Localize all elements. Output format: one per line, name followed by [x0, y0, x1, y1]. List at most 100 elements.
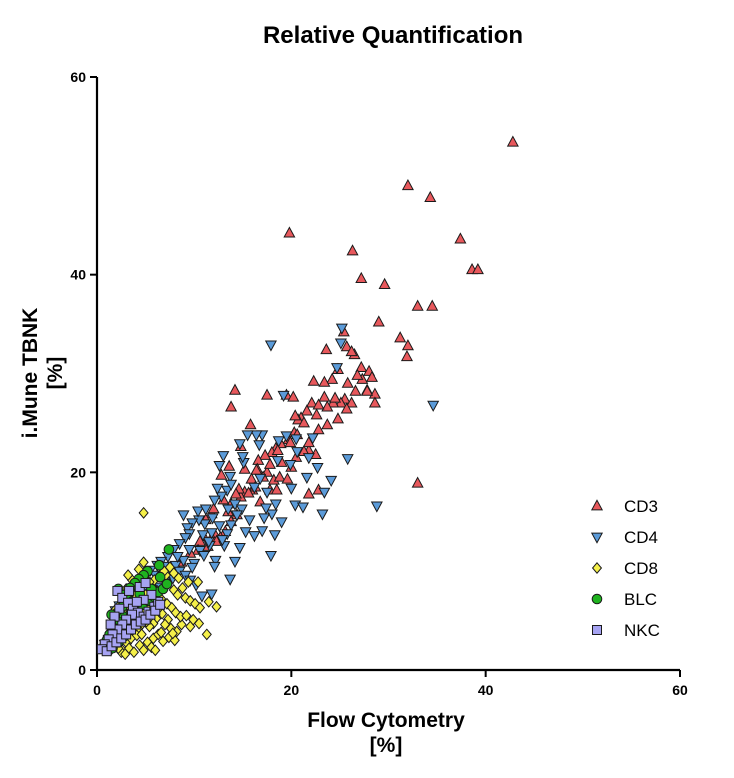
point-cd3 [283, 226, 296, 238]
point-nkc [124, 585, 135, 596]
point-cd3 [312, 423, 325, 435]
point-cd8 [183, 576, 194, 589]
point-cd4 [311, 462, 324, 475]
point-cd4 [306, 433, 319, 445]
point-cd4 [291, 447, 304, 459]
point-cd4 [239, 527, 252, 539]
point-cd4 [334, 338, 347, 350]
point-cd4 [248, 482, 261, 494]
point-cd4 [171, 551, 184, 564]
x-tick-label: 0 [93, 682, 101, 698]
y-axis-title-line2: [%] [44, 357, 67, 390]
point-cd3 [365, 370, 379, 382]
point-cd3 [326, 372, 339, 384]
point-cd4 [224, 471, 237, 484]
point-cd3 [318, 390, 331, 402]
point-cd4 [248, 531, 261, 543]
point-cd4 [202, 537, 215, 549]
point-cd4 [173, 539, 186, 551]
point-cd4 [316, 509, 329, 521]
point-cd3 [320, 343, 333, 355]
point-cd3 [281, 472, 294, 484]
y-tick-label: 20 [70, 464, 86, 480]
legend-marker-cd4 [590, 532, 604, 544]
point-cd4 [199, 504, 212, 516]
y-tick-label: 0 [78, 662, 86, 678]
series-nkc [96, 578, 166, 657]
point-cd8 [192, 576, 204, 589]
point-cd8 [138, 556, 149, 569]
point-cd4 [275, 517, 288, 529]
x-axis: 0 20 40 60 Flow Cytometry [%] [93, 668, 688, 757]
point-cd4 [211, 483, 224, 495]
point-cd4 [268, 530, 281, 542]
point-cd3 [261, 388, 274, 400]
point-cd4 [205, 528, 218, 540]
point-cd4 [290, 434, 303, 446]
point-cd4 [261, 487, 274, 499]
point-cd4 [325, 475, 338, 487]
point-blc [161, 578, 173, 590]
point-cd4 [208, 561, 221, 573]
point-cd3 [471, 262, 484, 275]
point-cd3 [329, 391, 342, 403]
point-cd4 [209, 555, 222, 568]
legend-marker-cd8 [591, 562, 603, 574]
point-cd4 [186, 562, 199, 574]
point-cd3 [263, 457, 276, 469]
point-cd4 [177, 555, 190, 568]
point-cd8 [188, 613, 199, 626]
point-cd4 [272, 436, 285, 448]
point-cd3 [351, 368, 364, 380]
legend-label: CD3 [624, 497, 658, 516]
point-cd4 [236, 452, 249, 464]
x-tick-label: 40 [478, 682, 494, 698]
point-cd4 [258, 513, 271, 525]
point-cd3 [307, 374, 320, 386]
point-cd3 [331, 412, 345, 424]
point-cd3 [215, 468, 228, 480]
legend-item-cd4: CD4 [590, 528, 658, 547]
point-cd8 [156, 626, 167, 639]
point-cd4 [264, 340, 277, 352]
point-cd4 [284, 460, 297, 472]
point-cd3 [340, 402, 353, 414]
point-cd8 [181, 609, 192, 622]
point-cd4 [177, 510, 190, 522]
point-cd3 [284, 435, 297, 448]
point-cd3 [289, 409, 302, 421]
point-cd4 [216, 535, 229, 547]
point-cd4 [330, 363, 344, 375]
point-cd3 [312, 398, 325, 410]
point-cd4 [205, 589, 218, 601]
point-cd4 [235, 504, 248, 516]
point-cd3 [424, 190, 437, 202]
point-cd8 [172, 588, 183, 601]
legend-label: CD4 [624, 528, 658, 547]
point-cd4 [296, 502, 310, 514]
point-cd3 [506, 135, 519, 147]
point-cd3 [349, 384, 362, 396]
y-axis-unit: [%] [44, 357, 67, 390]
x-tick-marks [96, 670, 681, 677]
legend-label: CD8 [624, 559, 658, 578]
y-axis: 0 20 40 60 i.Mune TBNK [%] [19, 69, 99, 678]
legend: CD3 CD4 CD8 BLC NKC [590, 497, 660, 640]
point-cd3 [321, 400, 334, 412]
point-cd4 [224, 574, 237, 586]
point-cd8 [193, 617, 205, 630]
point-cd3 [242, 486, 255, 498]
point-cd4 [254, 473, 267, 486]
point-cd3 [411, 476, 424, 488]
point-cd4 [225, 520, 238, 532]
point-cd8 [201, 628, 212, 641]
point-cd8 [136, 628, 147, 641]
legend-marker-blc [591, 593, 603, 605]
point-cd4 [285, 483, 298, 495]
point-cd3 [223, 459, 236, 471]
point-cd4 [213, 521, 226, 533]
point-cd4 [269, 499, 282, 511]
point-cd4 [277, 390, 290, 402]
point-cd3 [229, 487, 242, 499]
point-cd4 [213, 461, 226, 473]
